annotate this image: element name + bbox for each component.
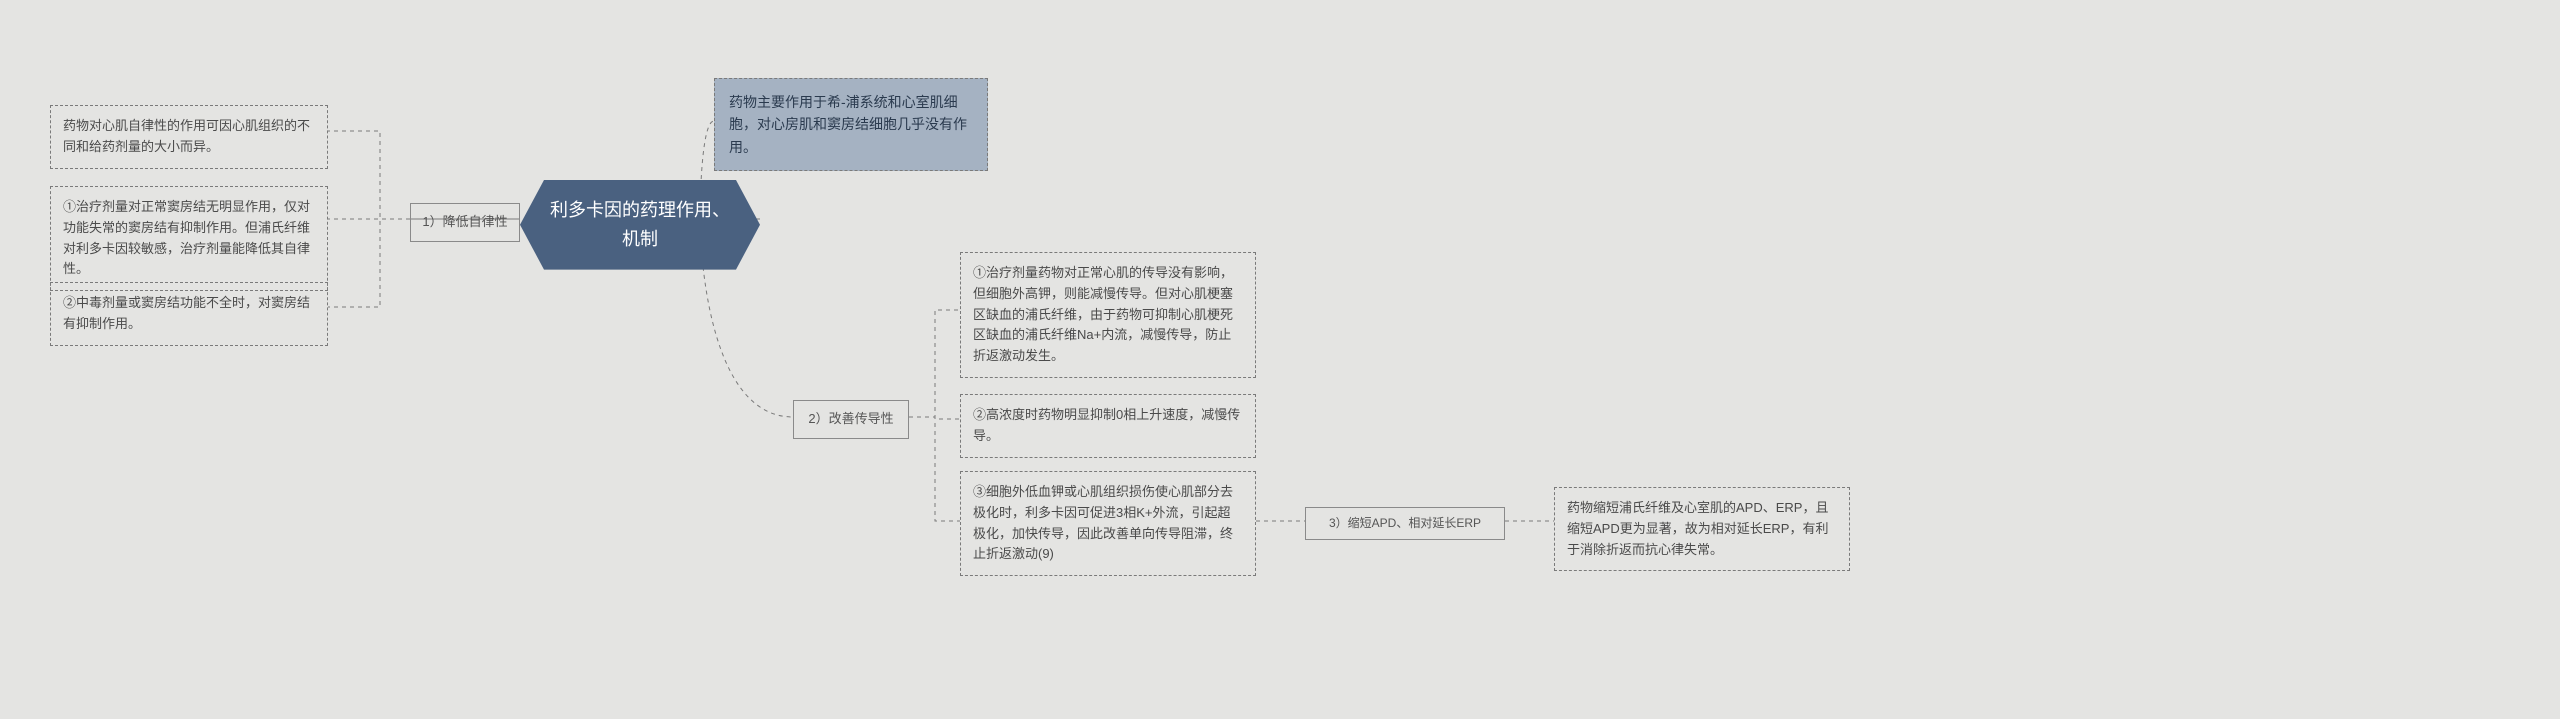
branch-1-child-1-text: ①治疗剂量对正常窦房结无明显作用，仅对功能失常的窦房结有抑制作用。但浦氏纤维对利… (63, 199, 310, 276)
branch-2-label: 2）改善传导性 (808, 409, 893, 430)
branch-2-child-0-text: ①治疗剂量药物对正常心肌的传导没有影响，但细胞外高钾，则能减慢传导。但对心肌梗塞… (973, 265, 1233, 363)
branch-2-child-2: ③细胞外低血钾或心肌组织损伤使心肌部分去极化时，利多卡因可促进3相K+外流，引起… (960, 471, 1256, 576)
branch-1-label: 1）降低自律性 (422, 212, 507, 233)
branch-2-child-1: ②高浓度时药物明显抑制0相上升速度，减慢传导。 (960, 394, 1256, 458)
branch-2-child-2-text: ③细胞外低血钾或心肌组织损伤使心肌部分去极化时，利多卡因可促进3相K+外流，引起… (973, 484, 1233, 561)
branch-1-child-2: ②中毒剂量或窦房结功能不全时，对窦房结有抑制作用。 (50, 282, 328, 346)
branch-1-child-1: ①治疗剂量对正常窦房结无明显作用，仅对功能失常的窦房结有抑制作用。但浦氏纤维对利… (50, 186, 328, 291)
branch-1-child-0: 药物对心肌自律性的作用可因心肌组织的不同和给药剂量的大小而异。 (50, 105, 328, 169)
branch-1: 1）降低自律性 (410, 203, 520, 242)
branch-1-child-0-text: 药物对心肌自律性的作用可因心肌组织的不同和给药剂量的大小而异。 (63, 118, 310, 154)
right-top-summary: 药物主要作用于希-浦系统和心室肌细胞，对心房肌和窦房结细胞几乎没有作用。 (714, 78, 988, 171)
branch-3-child: 药物缩短浦氏纤维及心室肌的APD、ERP，且缩短APD更为显著，故为相对延长ER… (1554, 487, 1850, 571)
branch-2-child-1-text: ②高浓度时药物明显抑制0相上升速度，减慢传导。 (973, 407, 1240, 443)
branch-3-child-text: 药物缩短浦氏纤维及心室肌的APD、ERP，且缩短APD更为显著，故为相对延长ER… (1567, 500, 1828, 557)
connector-layer (0, 0, 2560, 719)
root-node: 利多卡因的药理作用、机制 (520, 180, 760, 270)
branch-2-child-0: ①治疗剂量药物对正常心肌的传导没有影响，但细胞外高钾，则能减慢传导。但对心肌梗塞… (960, 252, 1256, 378)
branch-1-child-2-text: ②中毒剂量或窦房结功能不全时，对窦房结有抑制作用。 (63, 295, 310, 331)
branch-3: 3）缩短APD、相对延长ERP (1305, 507, 1505, 540)
right-top-summary-text: 药物主要作用于希-浦系统和心室肌细胞，对心房肌和窦房结细胞几乎没有作用。 (729, 94, 967, 155)
branch-3-label: 3）缩短APD、相对延长ERP (1329, 514, 1481, 533)
root-label: 利多卡因的药理作用、机制 (544, 196, 736, 254)
branch-2: 2）改善传导性 (793, 400, 909, 439)
